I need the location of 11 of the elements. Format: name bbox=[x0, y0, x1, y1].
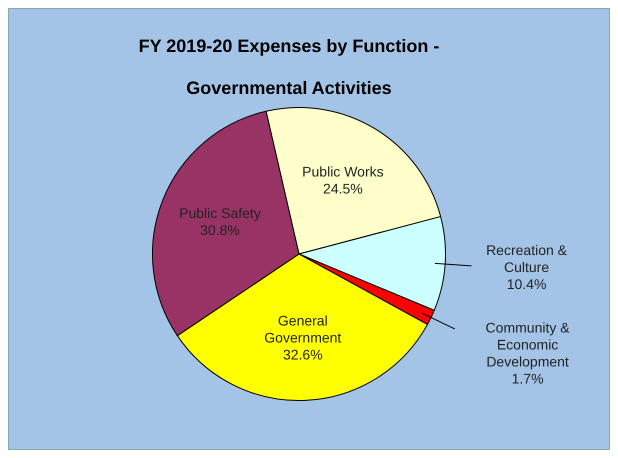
data-label: 30.8% bbox=[200, 222, 240, 238]
data-label: 32.6% bbox=[282, 346, 323, 363]
legend-label: Community & Economic Development bbox=[486, 320, 570, 370]
slice-label: Public Safety bbox=[179, 205, 261, 222]
slice-label: Recreation & Culture bbox=[486, 242, 568, 276]
data-label: 10.4% bbox=[506, 276, 546, 292]
slice-label: Public Works bbox=[302, 164, 384, 180]
data-label: 24.5% bbox=[323, 180, 363, 197]
data-label: 1.7% bbox=[512, 370, 544, 387]
chart-title: FY 2019-20 Expenses by Function - Governmental Activities bbox=[138, 36, 440, 98]
slice-label: General Government bbox=[264, 312, 342, 346]
